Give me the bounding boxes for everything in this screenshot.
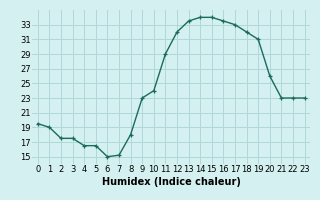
X-axis label: Humidex (Indice chaleur): Humidex (Indice chaleur)	[102, 177, 241, 187]
